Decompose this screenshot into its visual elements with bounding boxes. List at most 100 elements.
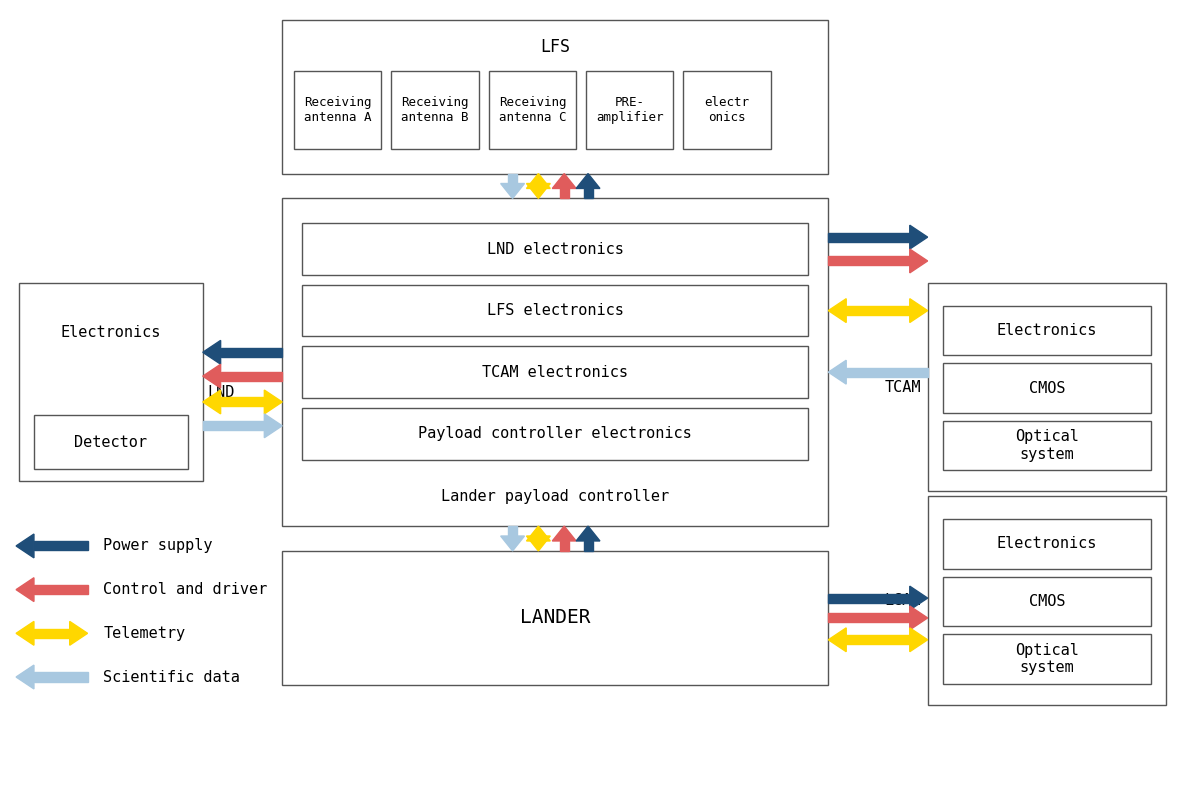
FancyBboxPatch shape [302, 285, 809, 337]
Bar [560, 188, 569, 198]
Text: LFS electronics: LFS electronics [486, 303, 624, 318]
FancyBboxPatch shape [302, 408, 809, 459]
Text: Telemetry: Telemetry [103, 626, 185, 641]
Polygon shape [576, 526, 600, 541]
Bar [847, 635, 910, 645]
FancyBboxPatch shape [294, 71, 382, 149]
Polygon shape [910, 628, 927, 652]
FancyBboxPatch shape [943, 306, 1152, 356]
Bar [847, 367, 927, 377]
Text: CMOS: CMOS [1028, 381, 1065, 395]
FancyBboxPatch shape [927, 497, 1166, 705]
Text: Receiving
antenna C: Receiving antenna C [498, 96, 566, 124]
Text: Power supply: Power supply [103, 539, 213, 554]
Text: Lander payload controller: Lander payload controller [441, 489, 669, 505]
Polygon shape [527, 184, 550, 198]
Polygon shape [264, 390, 282, 414]
FancyBboxPatch shape [927, 283, 1166, 491]
FancyBboxPatch shape [391, 71, 479, 149]
Polygon shape [910, 225, 927, 249]
Polygon shape [910, 606, 927, 630]
Bar [221, 398, 264, 406]
Polygon shape [203, 390, 221, 414]
FancyBboxPatch shape [489, 71, 576, 149]
Polygon shape [553, 526, 576, 541]
FancyBboxPatch shape [943, 577, 1152, 626]
Bar [34, 672, 88, 682]
FancyBboxPatch shape [943, 634, 1152, 684]
Polygon shape [828, 360, 847, 384]
Polygon shape [17, 577, 34, 602]
Polygon shape [828, 299, 847, 322]
Polygon shape [910, 299, 927, 322]
Polygon shape [17, 665, 34, 689]
Polygon shape [576, 173, 600, 188]
Text: Electronics: Electronics [996, 536, 1097, 551]
Text: PRE-
amplifier: PRE- amplifier [597, 96, 663, 124]
Text: LFS: LFS [541, 37, 570, 55]
Bar [34, 629, 70, 638]
FancyBboxPatch shape [302, 346, 809, 398]
Text: Control and driver: Control and driver [103, 582, 268, 597]
Bar [203, 421, 264, 430]
Polygon shape [203, 364, 221, 388]
Polygon shape [264, 414, 282, 438]
Bar [584, 188, 593, 198]
Bar [828, 257, 910, 265]
Bar [34, 542, 88, 550]
FancyBboxPatch shape [19, 283, 203, 482]
Text: Payload controller electronics: Payload controller electronics [419, 426, 693, 441]
FancyBboxPatch shape [943, 519, 1152, 569]
Bar [221, 371, 282, 381]
Bar [828, 233, 910, 242]
Polygon shape [203, 341, 221, 364]
Bar [828, 614, 910, 623]
Polygon shape [828, 628, 847, 652]
FancyBboxPatch shape [302, 223, 809, 275]
FancyBboxPatch shape [683, 71, 771, 149]
Text: LCAM: LCAM [885, 593, 920, 608]
Polygon shape [500, 536, 524, 551]
Text: Scientific data: Scientific data [103, 669, 241, 684]
Bar [828, 593, 910, 603]
Text: Electronics: Electronics [996, 323, 1097, 338]
Text: TCAM electronics: TCAM electronics [483, 364, 629, 379]
Polygon shape [17, 622, 34, 645]
Polygon shape [910, 249, 927, 273]
Polygon shape [500, 184, 524, 198]
Bar [534, 184, 543, 188]
Polygon shape [527, 526, 550, 541]
Text: Electronics: Electronics [60, 325, 161, 340]
Polygon shape [17, 534, 34, 558]
Text: Detector: Detector [75, 435, 147, 450]
Bar [847, 306, 910, 315]
Bar [534, 536, 543, 541]
Polygon shape [70, 622, 88, 645]
Text: CMOS: CMOS [1028, 594, 1065, 609]
Bar [34, 585, 88, 594]
Text: Receiving
antenna A: Receiving antenna A [304, 96, 371, 124]
Polygon shape [553, 173, 576, 188]
Polygon shape [910, 586, 927, 610]
FancyBboxPatch shape [943, 364, 1152, 413]
Text: Receiving
antenna B: Receiving antenna B [401, 96, 468, 124]
Bar [560, 541, 569, 551]
Bar [584, 541, 593, 551]
Text: TCAM: TCAM [885, 379, 920, 394]
Text: LND electronics: LND electronics [486, 242, 624, 257]
FancyBboxPatch shape [282, 20, 828, 173]
Polygon shape [527, 173, 550, 188]
Text: Optical
system: Optical system [1015, 643, 1079, 676]
Polygon shape [527, 536, 550, 551]
Text: LANDER: LANDER [519, 608, 591, 627]
Text: LND: LND [208, 385, 235, 399]
FancyBboxPatch shape [943, 421, 1152, 470]
Text: Optical
system: Optical system [1015, 429, 1079, 462]
FancyBboxPatch shape [282, 551, 828, 685]
Text: electr
onics: electr onics [704, 96, 750, 124]
Bar [508, 526, 517, 536]
FancyBboxPatch shape [586, 71, 674, 149]
Bar [221, 348, 282, 357]
FancyBboxPatch shape [34, 415, 187, 470]
FancyBboxPatch shape [282, 198, 828, 526]
